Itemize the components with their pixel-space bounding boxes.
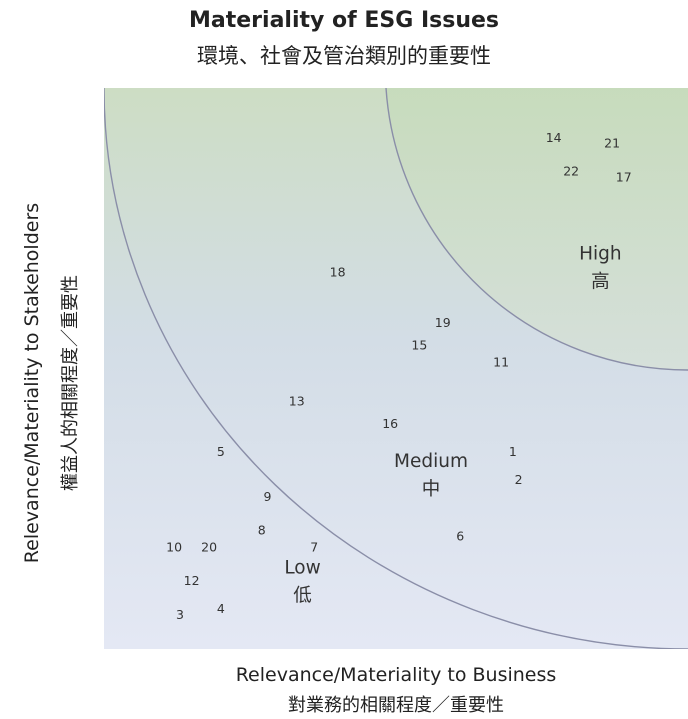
data-point-1: 1	[509, 444, 517, 459]
data-point-17: 17	[616, 169, 632, 184]
data-point-9: 9	[264, 489, 272, 504]
chart-title: Materiality of ESG Issues	[189, 8, 499, 33]
data-point-8: 8	[258, 523, 266, 538]
zone-label-low: Low	[284, 558, 320, 579]
data-point-3: 3	[176, 607, 184, 622]
zone-label-high: High	[579, 244, 622, 265]
data-point-12: 12	[184, 573, 200, 588]
data-point-19: 19	[435, 315, 451, 330]
zone-label-low-zh: 低	[293, 586, 312, 607]
data-point-4: 4	[217, 601, 225, 616]
data-point-15: 15	[411, 338, 427, 353]
data-point-20: 20	[201, 540, 217, 555]
high-zone	[386, 88, 688, 371]
data-point-5: 5	[217, 444, 225, 459]
data-point-18: 18	[330, 265, 346, 280]
y-axis-label: Relevance/Materiality to Stakeholders	[21, 202, 43, 564]
x-axis-label-zh: 對業務的相關程度／重要性	[288, 695, 504, 716]
medium-high-boundary	[385, 88, 688, 371]
data-point-7: 7	[310, 540, 318, 555]
data-point-13: 13	[289, 394, 305, 409]
data-point-22: 22	[563, 164, 579, 179]
data-point-14: 14	[546, 130, 562, 145]
x-axis-label: Relevance/Materiality to Business	[235, 664, 557, 686]
data-point-2: 2	[515, 472, 523, 487]
zone-label-high-zh: 高	[591, 272, 610, 293]
data-point-21: 21	[604, 136, 620, 151]
data-point-11: 11	[493, 354, 509, 369]
data-point-16: 16	[382, 416, 398, 431]
y-axis-label-zh: 權益人的相關程度／重要性	[60, 275, 81, 491]
chart-subtitle: 環境、社會及管治類別的重要性	[197, 44, 491, 68]
data-point-6: 6	[456, 528, 464, 543]
zone-label-medium: Medium	[394, 451, 468, 472]
low-medium-boundary	[104, 88, 688, 649]
zone-label-medium-zh: 中	[422, 479, 441, 500]
data-point-10: 10	[166, 540, 182, 555]
